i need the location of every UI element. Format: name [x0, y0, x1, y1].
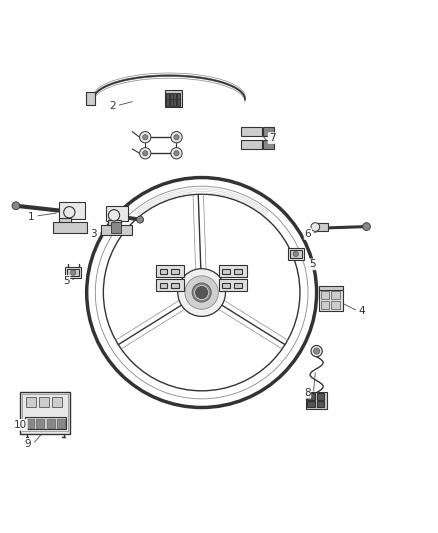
Text: 10: 10: [14, 420, 27, 430]
FancyBboxPatch shape: [177, 100, 180, 106]
FancyBboxPatch shape: [57, 419, 65, 428]
Text: 4: 4: [358, 306, 365, 316]
FancyBboxPatch shape: [165, 91, 182, 107]
Circle shape: [178, 269, 226, 317]
FancyBboxPatch shape: [332, 301, 339, 309]
FancyBboxPatch shape: [166, 100, 169, 106]
FancyBboxPatch shape: [25, 397, 36, 408]
Text: 3: 3: [90, 229, 96, 239]
FancyBboxPatch shape: [223, 282, 230, 288]
FancyBboxPatch shape: [307, 393, 315, 400]
FancyBboxPatch shape: [170, 100, 173, 106]
FancyBboxPatch shape: [177, 93, 180, 99]
Circle shape: [314, 348, 320, 354]
FancyBboxPatch shape: [159, 269, 167, 274]
FancyBboxPatch shape: [219, 265, 247, 277]
FancyBboxPatch shape: [317, 401, 325, 407]
Circle shape: [311, 345, 322, 357]
FancyBboxPatch shape: [159, 282, 167, 288]
Circle shape: [108, 209, 120, 221]
Circle shape: [140, 148, 151, 159]
Text: 6: 6: [304, 229, 311, 239]
Circle shape: [64, 207, 75, 218]
FancyBboxPatch shape: [307, 401, 315, 407]
Circle shape: [171, 132, 182, 143]
FancyBboxPatch shape: [47, 419, 55, 428]
Circle shape: [192, 283, 211, 302]
FancyBboxPatch shape: [317, 393, 325, 400]
Circle shape: [174, 151, 179, 156]
FancyBboxPatch shape: [156, 265, 184, 277]
Text: 5: 5: [63, 276, 70, 286]
FancyBboxPatch shape: [219, 279, 247, 291]
FancyBboxPatch shape: [306, 392, 327, 409]
FancyBboxPatch shape: [65, 267, 81, 278]
FancyBboxPatch shape: [67, 269, 79, 277]
Circle shape: [143, 135, 148, 140]
FancyBboxPatch shape: [234, 269, 242, 274]
FancyBboxPatch shape: [234, 282, 242, 288]
FancyBboxPatch shape: [25, 417, 66, 429]
Circle shape: [12, 202, 20, 209]
Text: 2: 2: [110, 101, 116, 111]
Text: 1: 1: [28, 212, 35, 222]
FancyBboxPatch shape: [171, 282, 179, 288]
Circle shape: [140, 132, 151, 143]
FancyBboxPatch shape: [166, 93, 169, 99]
FancyBboxPatch shape: [171, 269, 179, 274]
FancyBboxPatch shape: [223, 269, 230, 274]
FancyBboxPatch shape: [287, 248, 304, 260]
Circle shape: [143, 151, 148, 156]
FancyBboxPatch shape: [290, 250, 302, 258]
FancyBboxPatch shape: [39, 397, 49, 408]
FancyBboxPatch shape: [319, 290, 343, 311]
Circle shape: [293, 252, 298, 256]
FancyBboxPatch shape: [241, 127, 261, 136]
Circle shape: [87, 177, 317, 408]
FancyBboxPatch shape: [60, 203, 85, 219]
FancyBboxPatch shape: [332, 291, 339, 299]
FancyBboxPatch shape: [321, 291, 329, 299]
FancyBboxPatch shape: [20, 392, 70, 433]
Text: 8: 8: [304, 387, 311, 398]
FancyBboxPatch shape: [317, 223, 328, 231]
Circle shape: [137, 216, 144, 223]
FancyBboxPatch shape: [111, 222, 121, 233]
FancyBboxPatch shape: [26, 419, 34, 428]
FancyBboxPatch shape: [36, 419, 44, 428]
FancyBboxPatch shape: [321, 301, 329, 309]
FancyBboxPatch shape: [241, 140, 261, 149]
FancyBboxPatch shape: [108, 220, 121, 225]
FancyBboxPatch shape: [86, 92, 95, 105]
Circle shape: [311, 223, 320, 231]
Text: 9: 9: [25, 439, 32, 449]
FancyBboxPatch shape: [52, 397, 62, 408]
Circle shape: [195, 286, 208, 300]
Circle shape: [185, 276, 219, 309]
FancyBboxPatch shape: [173, 93, 177, 99]
Circle shape: [71, 270, 76, 275]
FancyBboxPatch shape: [263, 127, 274, 136]
FancyBboxPatch shape: [319, 286, 343, 290]
FancyBboxPatch shape: [263, 140, 274, 149]
Circle shape: [171, 148, 182, 159]
FancyBboxPatch shape: [60, 218, 71, 223]
FancyBboxPatch shape: [101, 225, 132, 235]
FancyBboxPatch shape: [53, 222, 87, 233]
Circle shape: [174, 135, 179, 140]
FancyBboxPatch shape: [156, 279, 184, 291]
FancyBboxPatch shape: [173, 100, 177, 106]
FancyBboxPatch shape: [170, 93, 173, 99]
Text: 7: 7: [268, 133, 275, 143]
Text: 5: 5: [309, 260, 316, 269]
Circle shape: [363, 223, 371, 230]
FancyBboxPatch shape: [106, 206, 128, 221]
